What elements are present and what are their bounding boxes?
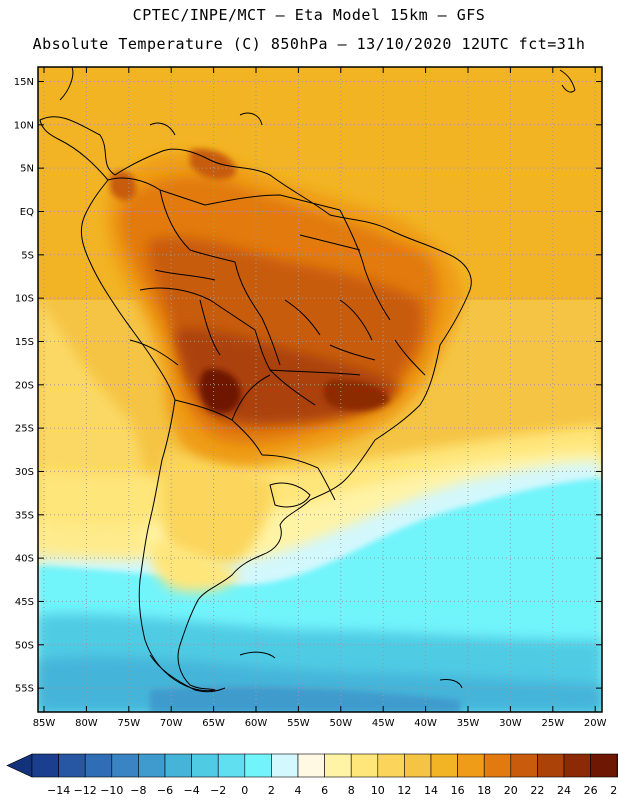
colorbar-label: 12 (397, 784, 411, 797)
colorbar-swatch (537, 753, 565, 778)
colorbar-label: 28 (610, 784, 618, 797)
title-line-2: Absolute Temperature (C) 850hPa – 13/10/… (32, 35, 586, 53)
lon-label: 60W (245, 718, 268, 729)
colorbar-swatch (590, 753, 618, 778)
title-line-1: CPTEC/INPE/MCT – Eta Model 15km – GFS (132, 6, 486, 24)
lon-label: 80W (75, 718, 98, 729)
colorbar-swatch (217, 753, 246, 778)
lat-label: 35S (15, 510, 34, 521)
lon-label: 35W (457, 718, 480, 729)
lon-label: 65W (202, 718, 225, 729)
colorbar-swatch (404, 753, 432, 778)
colorbar-label: −14 (47, 784, 70, 797)
lat-label: 50S (15, 640, 34, 651)
colorbar-swatch (31, 753, 59, 778)
lat-label: EQ (20, 207, 34, 218)
temperature-field (38, 67, 602, 712)
lon-label: 25W (541, 718, 564, 729)
lat-label: 30S (15, 467, 34, 478)
map-frame (37, 66, 603, 713)
colorbar-swatch (191, 753, 219, 778)
colorbar-label: −2 (210, 784, 226, 797)
colorbar-swatch (377, 753, 405, 778)
colorbar-swatch (84, 753, 113, 778)
colorbar-swatch (563, 753, 591, 778)
colorbar-label: 6 (321, 784, 328, 797)
lon-label: 50W (329, 718, 352, 729)
lat-label: 55S (15, 684, 34, 695)
colorbar-label: 20 (504, 784, 518, 797)
lat-label: 20S (15, 380, 34, 391)
lat-label: 5N (20, 164, 34, 175)
latitude-axis: 15N 10N 5N EQ 5S 10S 15S 20S 25S 30S 35S 40S 45S 50S 5… (14, 77, 602, 695)
colorbar-swatch (324, 753, 352, 778)
colorbar-swatch (58, 753, 86, 778)
colorbar-swatch (244, 753, 272, 778)
colorbar-label: 2 (268, 784, 275, 797)
colorbar-swatch (138, 753, 166, 778)
colorbar-label: 14 (424, 784, 438, 797)
lat-label: 5S (21, 250, 34, 261)
colorbar-label: 22 (530, 784, 544, 797)
colorbar-swatch (271, 753, 299, 778)
colorbar-label: 10 (371, 784, 385, 797)
coastline (39, 67, 576, 693)
colorbar-label: 16 (451, 784, 465, 797)
colorbar-label: 4 (295, 784, 302, 797)
lon-label: 20W (584, 718, 607, 729)
colorbar-swatch (430, 753, 458, 778)
lon-label: 70W (160, 718, 183, 729)
lon-label: 55W (287, 718, 310, 729)
lat-label: 45S (15, 597, 34, 608)
colorbar-label: −6 (157, 784, 173, 797)
colorbar-swatch (297, 753, 325, 778)
colorbar-label: 0 (241, 784, 248, 797)
colorbar-label: −4 (183, 784, 199, 797)
colorbar-label: 26 (584, 784, 598, 797)
colorbar-label: 18 (477, 784, 491, 797)
lon-label: 75W (117, 718, 140, 729)
colorbar-swatch (111, 753, 139, 778)
lon-label: 85W (33, 718, 56, 729)
colorbar-swatch (350, 753, 379, 778)
longitude-axis: 85W 80W 75W 70W 65W 60W 55W 50W 45W 40W 35W 30W 25W 2… (33, 67, 607, 729)
lat-label: 25S (15, 424, 34, 435)
lat-label: 10N (14, 120, 34, 131)
colorbar-swatch (164, 753, 192, 778)
colorbar-label: 8 (348, 784, 355, 797)
lat-label: 15S (15, 337, 34, 348)
colorbar-label: −10 (100, 784, 123, 797)
colorbar-low-arrow (6, 753, 33, 778)
colorbar-swatch (483, 753, 512, 778)
lon-label: 45W (372, 718, 395, 729)
colorbar: −14 −12 −10 −8 −6 −4 −2 0 2 4 6 8 10 12 14 16 18 20 22 24 26… (6, 753, 618, 797)
lon-label: 30W (499, 718, 522, 729)
lat-label: 15N (14, 77, 34, 88)
lon-label: 40W (414, 718, 437, 729)
lat-label: 40S (15, 554, 34, 565)
colorbar-label: 24 (557, 784, 571, 797)
colorbar-swatch (457, 753, 485, 778)
colorbar-label: −12 (74, 784, 97, 797)
colorbar-swatch (510, 753, 538, 778)
colorbar-label: −8 (130, 784, 146, 797)
lat-label: 10S (15, 294, 34, 305)
